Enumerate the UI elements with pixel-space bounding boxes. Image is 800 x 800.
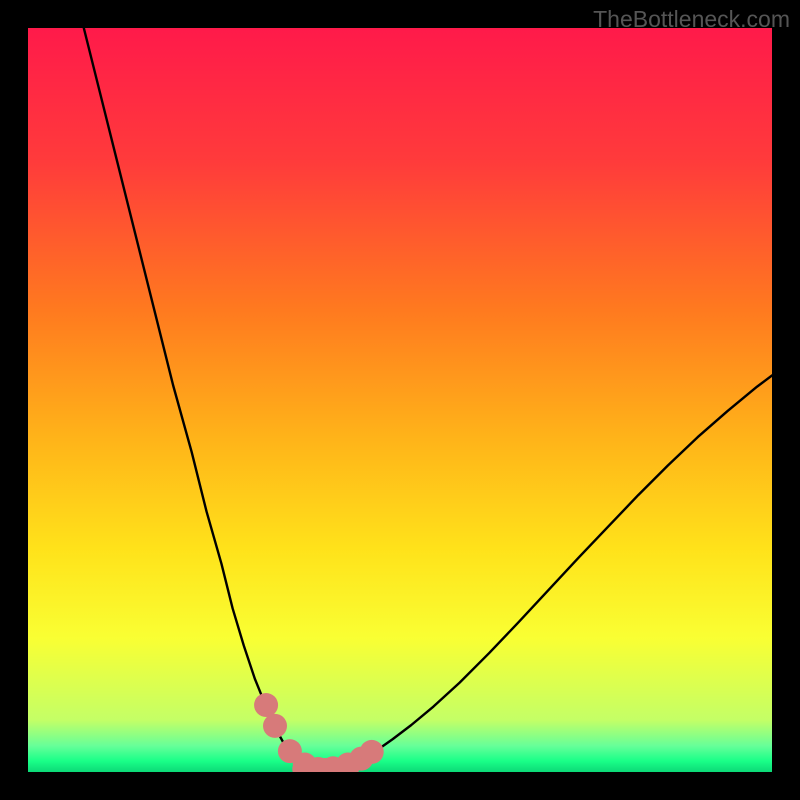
data-marker — [360, 740, 384, 764]
chart-frame: TheBottleneck.com — [0, 0, 800, 800]
plot-background-gradient — [28, 28, 772, 772]
bottleneck-curve-chart — [0, 0, 800, 800]
data-marker — [254, 693, 278, 717]
data-marker — [263, 714, 287, 738]
watermark-label: TheBottleneck.com — [593, 6, 790, 33]
